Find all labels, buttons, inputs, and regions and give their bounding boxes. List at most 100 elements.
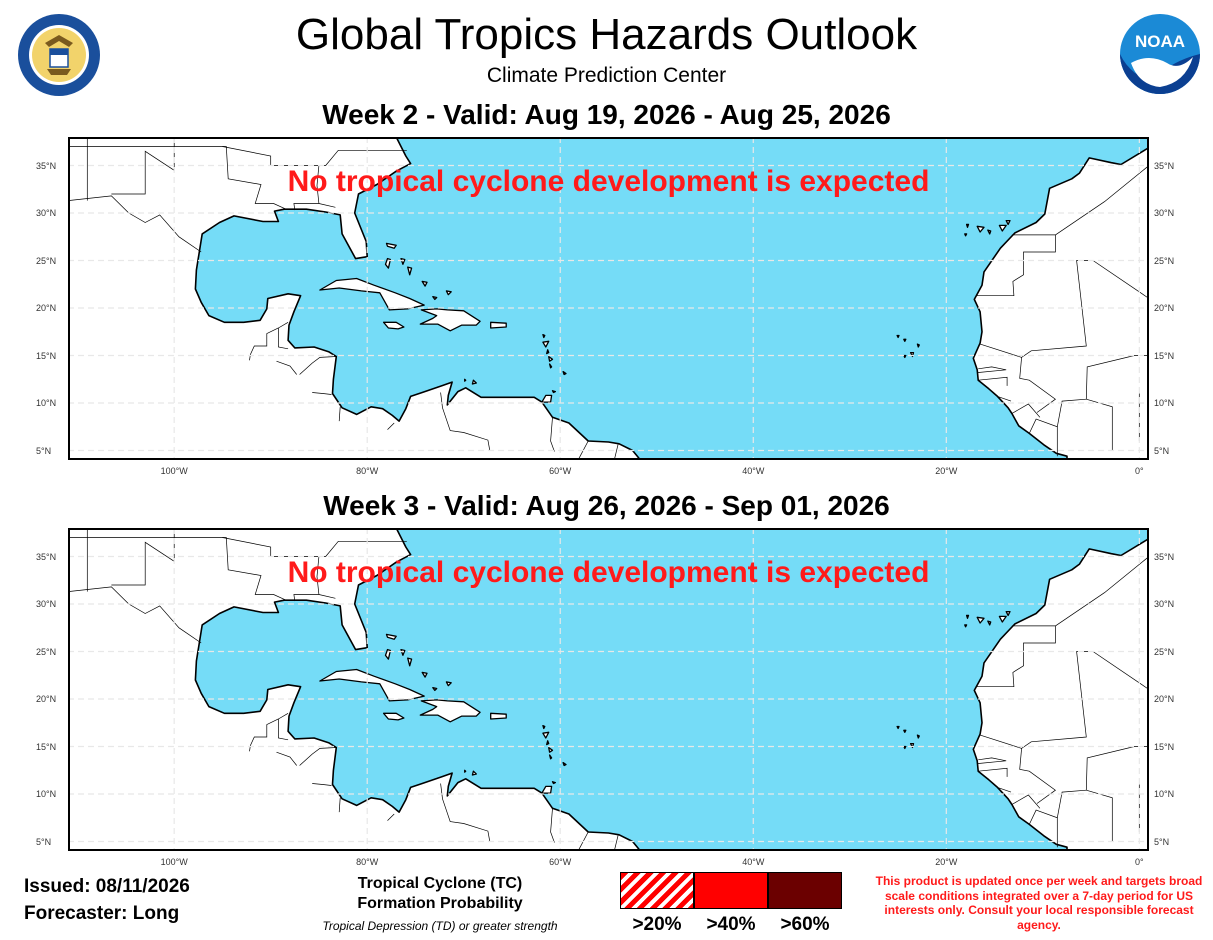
week3-border [278, 719, 289, 741]
legend-title-line2: Formation Probability [357, 895, 523, 912]
legend-label-60: >60% [780, 914, 830, 935]
week3-island [419, 699, 481, 723]
noaa-logo: NOAA [1119, 13, 1201, 100]
week2-island [445, 290, 452, 296]
week3-border [1055, 556, 1149, 627]
week3-island [546, 740, 550, 746]
week3-island [903, 745, 907, 750]
week2-border [993, 393, 1012, 402]
week2-lon-label: 80°W [356, 466, 379, 476]
week2-border [1019, 357, 1056, 413]
week3-island [432, 686, 438, 692]
week2-lon-label: 40°W [742, 466, 765, 476]
week3-lat-label-left: 35°N [36, 551, 57, 562]
week3-island [464, 769, 467, 773]
week2-border [1056, 398, 1087, 427]
week2-border [68, 195, 202, 253]
week2-island [551, 390, 557, 394]
week3-lat-label-right: 10°N [1154, 789, 1175, 799]
week3-island [1005, 610, 1011, 617]
week3-map: No tropical cyclone development is expec… [68, 528, 1149, 851]
week2-island [976, 225, 985, 233]
week3-border [1028, 809, 1058, 848]
week2-border [977, 366, 1007, 373]
legend-title-line1: Tropical Cyclone (TC) [357, 875, 523, 892]
week3-border [1019, 748, 1056, 804]
week3-island [903, 729, 907, 733]
week3-island [965, 614, 970, 619]
week3-island [998, 615, 1007, 623]
page-subtitle: Climate Prediction Center [486, 64, 727, 87]
week2-lat-label-left: 30°N [36, 208, 57, 218]
week2-land-americas [68, 137, 642, 460]
week3-island [385, 633, 397, 640]
week3-island [407, 657, 413, 667]
week3-border [1011, 794, 1041, 809]
week3-lat-label-left: 25°N [36, 646, 57, 657]
week3-map-canvas [68, 528, 1149, 851]
week3-lat-label-left: 15°N [36, 741, 57, 752]
week2-island [987, 229, 992, 235]
week2-island [546, 349, 550, 355]
week3-island [541, 785, 553, 794]
week3-lon-label: 80°W [356, 857, 379, 867]
week3-lon-label: 20°W [935, 857, 958, 867]
week2-island [382, 321, 405, 330]
week3-lat-label-left: 5°N [36, 836, 52, 847]
week3-island [319, 668, 425, 702]
week3-title: Week 3 - Valid: Aug 26, 2026 - Sep 01, 2… [323, 490, 890, 521]
week2-border [318, 203, 336, 208]
week3-lat-label-right: 20°N [1154, 694, 1175, 704]
week3-border [299, 747, 337, 766]
week2-border [338, 406, 341, 422]
disclaimer-text: This product is updated once per week an… [875, 874, 1203, 932]
week3-border [276, 751, 297, 766]
week2-island [490, 321, 507, 329]
week3-island [562, 761, 567, 767]
week2-lat-label-right: 10°N [1154, 398, 1175, 408]
week2-lat-label-left: 20°N [36, 303, 57, 313]
legend-label-20: >20% [632, 914, 682, 935]
week3-land-americas [68, 528, 642, 851]
week3-island [548, 746, 554, 753]
week2-lon-label: 100°W [160, 466, 188, 476]
week2-island [562, 370, 567, 376]
legend-swatch-40 [694, 872, 768, 909]
week3-lat-label-right: 25°N [1154, 646, 1175, 657]
week2-island [407, 266, 413, 276]
week3-border [312, 783, 332, 786]
week2-island [964, 233, 968, 237]
week2-border [278, 328, 289, 350]
week3-border [440, 783, 491, 842]
week2-lat-label-left: 35°N [36, 160, 57, 171]
week3-lon-label: 100°W [160, 857, 188, 867]
week2-island [421, 280, 428, 287]
week3-lon-label: 0° [1135, 857, 1144, 867]
week3-land-africa [972, 537, 1149, 851]
department-of-commerce-seal [17, 13, 101, 102]
week2-map: No tropical cyclone development is expec… [68, 137, 1149, 460]
week3-island [964, 624, 968, 628]
week2-island [1005, 219, 1011, 226]
week2-island [965, 223, 970, 228]
week3-no-development-message: No tropical cyclone development is expec… [287, 556, 930, 589]
week3-border [338, 797, 341, 813]
week2-title: Week 2 - Valid: Aug 19, 2026 - Aug 25, 2… [322, 99, 891, 130]
week2-island [419, 308, 481, 332]
week3-border [387, 813, 395, 821]
week2-map-canvas [68, 137, 1149, 460]
week3-border [978, 767, 1008, 777]
week2-island [464, 378, 467, 382]
week2-lat-label-left: 25°N [36, 255, 57, 266]
week2-island [903, 338, 907, 342]
week3-island [445, 681, 452, 687]
week2-lat-label-right: 20°N [1154, 303, 1175, 313]
week3-island [896, 725, 900, 730]
week3-island [987, 620, 992, 626]
legend-label-40: >40% [706, 914, 756, 935]
week2-lat-label-right: 15°N [1154, 350, 1175, 361]
week3-border [993, 784, 1012, 793]
noaa-logo-text: NOAA [1135, 32, 1185, 51]
week3-lat-label-right: 5°N [1154, 836, 1170, 847]
week2-island [319, 277, 425, 311]
